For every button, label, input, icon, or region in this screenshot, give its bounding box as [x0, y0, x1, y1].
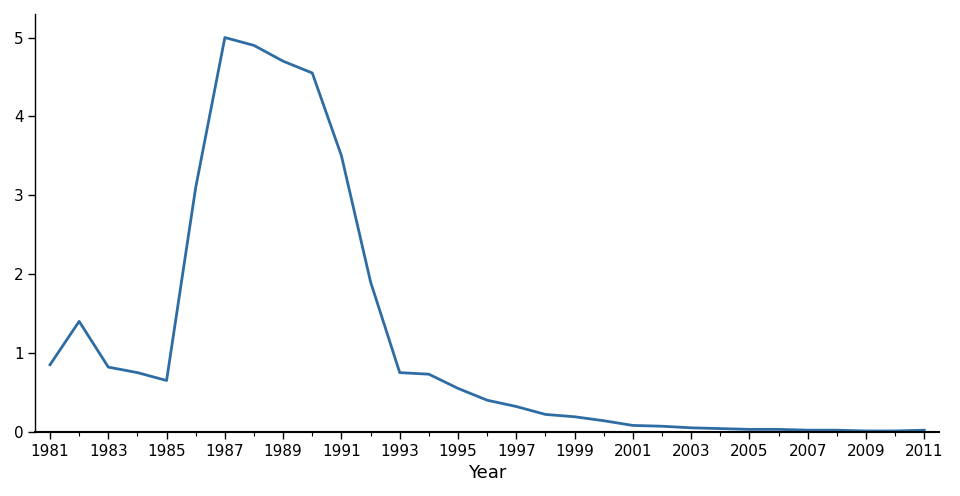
X-axis label: Year: Year: [468, 464, 506, 482]
